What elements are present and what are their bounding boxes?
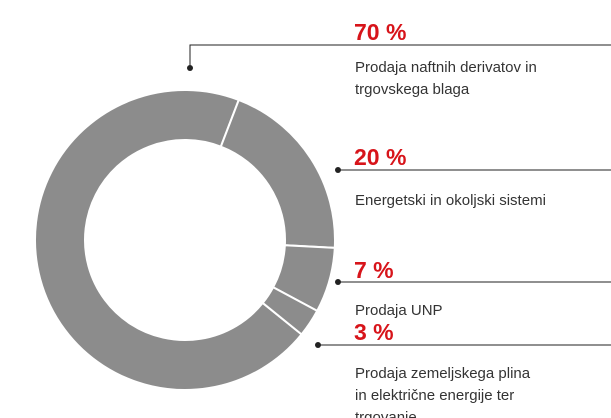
slice-label: trgovanje <box>355 409 417 418</box>
leader-lines <box>187 44 611 348</box>
leader-dot <box>187 65 193 71</box>
value-label: 20 % <box>354 144 406 170</box>
leader-line <box>189 44 611 68</box>
leader-dot <box>315 342 321 348</box>
slice-label: Energetski in okoljski sistemi <box>355 192 546 209</box>
value-label: 7 % <box>354 257 394 283</box>
donut-slice <box>34 89 303 391</box>
slice-label: trgovskega blaga <box>355 81 470 98</box>
leader-dot <box>335 279 341 285</box>
value-label: 70 % <box>354 19 406 45</box>
slice-label: Prodaja UNP <box>355 302 443 319</box>
donut-slice <box>261 285 319 336</box>
slice-label: Prodaja naftnih derivatov in <box>355 59 537 76</box>
value-label: 3 % <box>354 319 394 345</box>
leader-dot <box>335 167 341 173</box>
slice-label: in električne energije ter <box>355 387 514 404</box>
donut-slice <box>219 98 336 249</box>
slice-label: Prodaja zemeljskega plina <box>355 365 531 382</box>
